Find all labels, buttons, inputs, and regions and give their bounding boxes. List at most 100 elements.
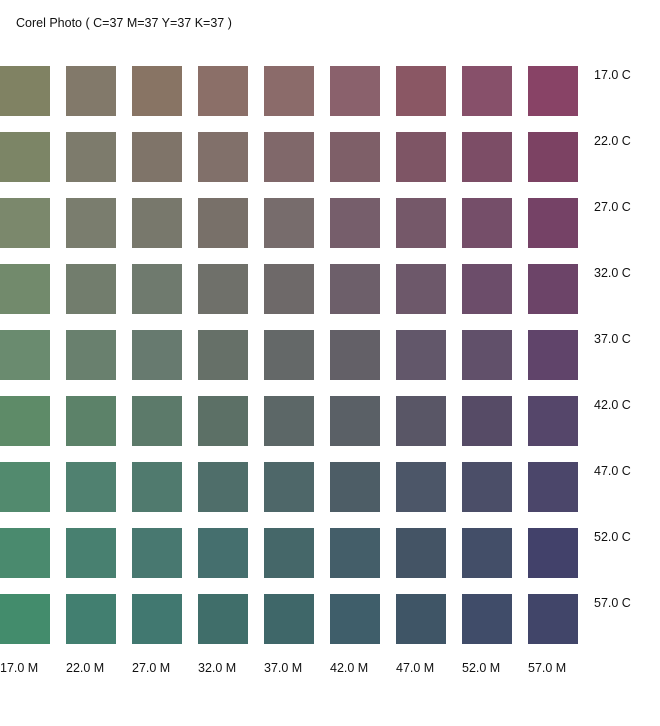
swatch-r8-c5: [264, 528, 314, 578]
row-label: 17.0 C: [594, 68, 631, 82]
chart-title: Corel Photo ( C=37 M=37 Y=37 K=37 ): [16, 16, 232, 30]
swatch-r1-c5: [264, 66, 314, 116]
swatch-r3-c7: [396, 198, 446, 248]
swatch-r1-c9: [528, 66, 578, 116]
swatch-r3-c9: [528, 198, 578, 248]
swatch-r7-c7: [396, 462, 446, 512]
swatch-r7-c1: [0, 462, 50, 512]
swatch-r8-c6: [330, 528, 380, 578]
swatch-r2-c7: [396, 132, 446, 182]
swatch-r2-c2: [66, 132, 116, 182]
row-label: 42.0 C: [594, 398, 631, 412]
swatch-r4-c2: [66, 264, 116, 314]
swatch-r6-c8: [462, 396, 512, 446]
swatch-r9-c8: [462, 594, 512, 644]
swatch-r5-c6: [330, 330, 380, 380]
swatch-r5-c2: [66, 330, 116, 380]
column-label: 42.0 M: [330, 661, 369, 675]
swatch-r9-c5: [264, 594, 314, 644]
swatch-r3-c6: [330, 198, 380, 248]
swatch-r2-c9: [528, 132, 578, 182]
swatch-r2-c6: [330, 132, 380, 182]
swatch-r6-c7: [396, 396, 446, 446]
row-label: 37.0 C: [594, 332, 631, 346]
column-label: 57.0 M: [528, 661, 567, 675]
swatch-r3-c4: [198, 198, 248, 248]
swatch-r8-c2: [66, 528, 116, 578]
swatch-r1-c8: [462, 66, 512, 116]
swatch-r2-c8: [462, 132, 512, 182]
swatch-r6-c3: [132, 396, 182, 446]
swatch-r2-c5: [264, 132, 314, 182]
swatch-r5-c1: [0, 330, 50, 380]
column-label: 32.0 M: [198, 661, 237, 675]
swatch-r8-c7: [396, 528, 446, 578]
swatch-r3-c1: [0, 198, 50, 248]
swatch-r6-c1: [0, 396, 50, 446]
swatch-r5-c8: [462, 330, 512, 380]
column-label: 47.0 M: [396, 661, 435, 675]
swatch-r8-c9: [528, 528, 578, 578]
swatch-r8-c8: [462, 528, 512, 578]
swatch-r1-c2: [66, 66, 116, 116]
row-label: 27.0 C: [594, 200, 631, 214]
swatch-r9-c9: [528, 594, 578, 644]
swatch-r5-c5: [264, 330, 314, 380]
swatch-r1-c7: [396, 66, 446, 116]
swatch-r4-c8: [462, 264, 512, 314]
swatch-r4-c3: [132, 264, 182, 314]
swatch-r1-c1: [0, 66, 50, 116]
swatch-r7-c4: [198, 462, 248, 512]
row-label: 52.0 C: [594, 530, 631, 544]
swatch-r2-c4: [198, 132, 248, 182]
swatch-r6-c4: [198, 396, 248, 446]
row-label: 32.0 C: [594, 266, 631, 280]
column-label: 22.0 M: [66, 661, 105, 675]
swatch-r7-c8: [462, 462, 512, 512]
swatch-r6-c2: [66, 396, 116, 446]
swatch-r3-c8: [462, 198, 512, 248]
swatch-r9-c7: [396, 594, 446, 644]
swatch-r7-c2: [66, 462, 116, 512]
swatch-r8-c3: [132, 528, 182, 578]
swatch-r9-c4: [198, 594, 248, 644]
swatch-r4-c7: [396, 264, 446, 314]
swatch-r5-c9: [528, 330, 578, 380]
column-label: 52.0 M: [462, 661, 501, 675]
swatch-r9-c2: [66, 594, 116, 644]
row-label: 22.0 C: [594, 134, 631, 148]
row-label: 47.0 C: [594, 464, 631, 478]
swatch-r3-c5: [264, 198, 314, 248]
swatch-r3-c3: [132, 198, 182, 248]
column-label: 17.0 M: [0, 661, 39, 675]
swatch-r1-c6: [330, 66, 380, 116]
swatch-r4-c4: [198, 264, 248, 314]
column-label: 37.0 M: [264, 661, 303, 675]
swatch-r4-c5: [264, 264, 314, 314]
swatch-r4-c1: [0, 264, 50, 314]
swatch-r1-c3: [132, 66, 182, 116]
swatch-r7-c5: [264, 462, 314, 512]
column-label: 27.0 M: [132, 661, 171, 675]
swatch-r2-c3: [132, 132, 182, 182]
swatch-r9-c6: [330, 594, 380, 644]
swatch-r5-c3: [132, 330, 182, 380]
swatch-r9-c3: [132, 594, 182, 644]
swatch-r7-c9: [528, 462, 578, 512]
swatch-r2-c1: [0, 132, 50, 182]
swatch-r8-c1: [0, 528, 50, 578]
swatch-r4-c9: [528, 264, 578, 314]
swatch-r7-c6: [330, 462, 380, 512]
swatch-r4-c6: [330, 264, 380, 314]
swatch-r3-c2: [66, 198, 116, 248]
swatch-r6-c9: [528, 396, 578, 446]
swatch-r7-c3: [132, 462, 182, 512]
swatch-r9-c1: [0, 594, 50, 644]
swatch-r1-c4: [198, 66, 248, 116]
swatch-r5-c7: [396, 330, 446, 380]
swatch-r6-c6: [330, 396, 380, 446]
row-label: 57.0 C: [594, 596, 631, 610]
swatch-r5-c4: [198, 330, 248, 380]
swatch-r8-c4: [198, 528, 248, 578]
